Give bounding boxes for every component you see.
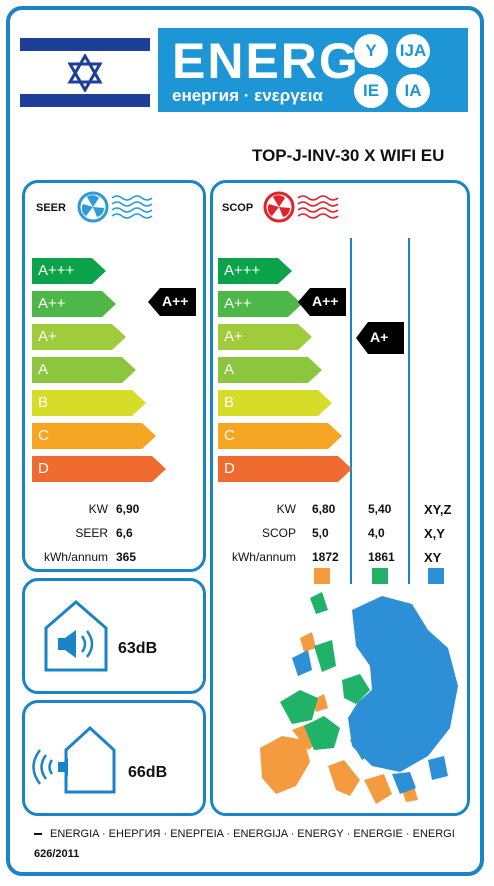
seer-class-label: D	[38, 460, 49, 477]
seer-class-arrow: D	[32, 456, 166, 482]
indoor-speaker-house-icon	[44, 600, 108, 672]
scop-warm-scop: 5,0	[312, 526, 329, 540]
scop-cold-kwh: XY	[424, 550, 442, 565]
scop-class-label: A++	[224, 295, 252, 312]
label-frame	[6, 6, 484, 876]
suffix-ia: IA	[396, 74, 430, 108]
scop-class-label: B	[224, 394, 235, 411]
scop-title: SCOP	[222, 202, 254, 214]
cooling-fan-icon	[77, 191, 153, 223]
seer-class-label: A	[38, 361, 49, 378]
scop-class-arrow: A+	[218, 324, 312, 350]
scop-divider-1	[350, 238, 352, 584]
star-of-david-icon	[67, 54, 103, 92]
scop-class-arrow: A	[218, 357, 322, 383]
scop-divider-2	[408, 238, 410, 584]
seer-rating-label: A++	[162, 293, 189, 309]
seer-class-arrow: C	[32, 423, 156, 449]
seer-kwh-value: 365	[116, 550, 137, 564]
seer-class-arrow: A+	[32, 324, 126, 350]
energy-header: ENERG енергия · ενεργεια Y IJA IE IA	[158, 28, 468, 112]
scop-warm-kwh: 1872	[312, 550, 339, 564]
scop-class-arrow: A++	[218, 291, 302, 317]
footer-dash	[34, 833, 42, 835]
seer-class-label: A+	[38, 328, 57, 345]
scop-class-label: A+++	[224, 262, 261, 279]
energ-subtitle: енергия · ενεργεια	[172, 86, 323, 105]
scop-avg-rating-tag: A+	[356, 322, 404, 359]
suffix-ija: IJA	[396, 34, 430, 68]
indoor-noise-panel	[22, 578, 206, 694]
seer-title: SEER	[36, 202, 66, 214]
scop-class-arrow: C	[218, 423, 342, 449]
seer-panel	[22, 180, 206, 572]
seer-class-label: C	[38, 427, 49, 444]
seer-class-label: B	[38, 394, 49, 411]
heating-fan-icon	[263, 191, 339, 223]
israel-flag	[20, 28, 150, 116]
seer-seer-value: 6,6	[116, 526, 133, 540]
scop-panel	[210, 180, 470, 816]
footer-regulation: 626/2011	[34, 848, 80, 860]
suffix-ie: IE	[354, 74, 388, 108]
cold-zone-swatch	[428, 568, 444, 584]
seer-kwh-label: kWh/annum	[43, 550, 108, 564]
scop-cold-scop: X,Y	[424, 526, 445, 541]
scop-avg-kwh: 1861	[368, 550, 395, 564]
seer-kw-value: 6,90	[116, 502, 140, 516]
model-name: TOP-J-INV-30 X WIFI EU	[252, 146, 445, 165]
outdoor-noise-value: 66dB	[128, 764, 168, 781]
seer-class-arrow: B	[32, 390, 146, 416]
outdoor-speaker-house-icon	[32, 725, 116, 794]
scop-class-label: C	[224, 427, 235, 444]
scop-class-label: A+	[224, 328, 243, 345]
scop-avg-kw: 5,40	[368, 502, 392, 516]
scop-class-arrow: D	[218, 456, 352, 482]
scop-class-label: D	[224, 460, 235, 477]
seer-seer-label: SEER	[75, 526, 108, 540]
scop-class-arrow: B	[218, 390, 332, 416]
scop-class-label: A	[224, 361, 235, 378]
suffix-y: Y	[354, 34, 388, 68]
seer-class-arrow: A	[32, 357, 136, 383]
scop-avg-scop: 4,0	[368, 526, 385, 540]
scop-cold-kw: XY,Z	[424, 502, 452, 517]
seer-class-arrow: A++	[32, 291, 116, 317]
indoor-noise-value: 63dB	[118, 640, 158, 657]
energ-word: ENERG	[172, 33, 360, 89]
footer-languages: ENERGIA · ЕНЕРГИЯ · ΕΝΕΡΓΕΙΑ · ENERGIJA …	[50, 828, 455, 840]
warm-zone-swatch	[314, 568, 330, 584]
outdoor-noise-panel	[22, 700, 206, 816]
scop-kw-label: KW	[276, 502, 296, 516]
scop-warm-rating-label: A++	[312, 293, 339, 309]
scop-warm-rating-tag: A++	[298, 288, 346, 321]
scop-kwh-label: kWh/annum	[231, 550, 296, 564]
scop-scop-label: SCOP	[261, 526, 296, 540]
seer-class-label: A+++	[38, 262, 75, 279]
scop-warm-kw: 6,80	[312, 502, 336, 516]
seer-class-arrow: A+++	[32, 258, 106, 284]
seer-rating-tag: A++	[148, 288, 196, 321]
seer-class-label: A++	[38, 295, 66, 312]
average-zone-swatch	[372, 568, 388, 584]
scop-avg-rating-label: A+	[370, 329, 389, 345]
seer-kw-label: KW	[88, 502, 108, 516]
scop-class-arrow: A+++	[218, 258, 292, 284]
europe-climate-map	[260, 592, 458, 804]
